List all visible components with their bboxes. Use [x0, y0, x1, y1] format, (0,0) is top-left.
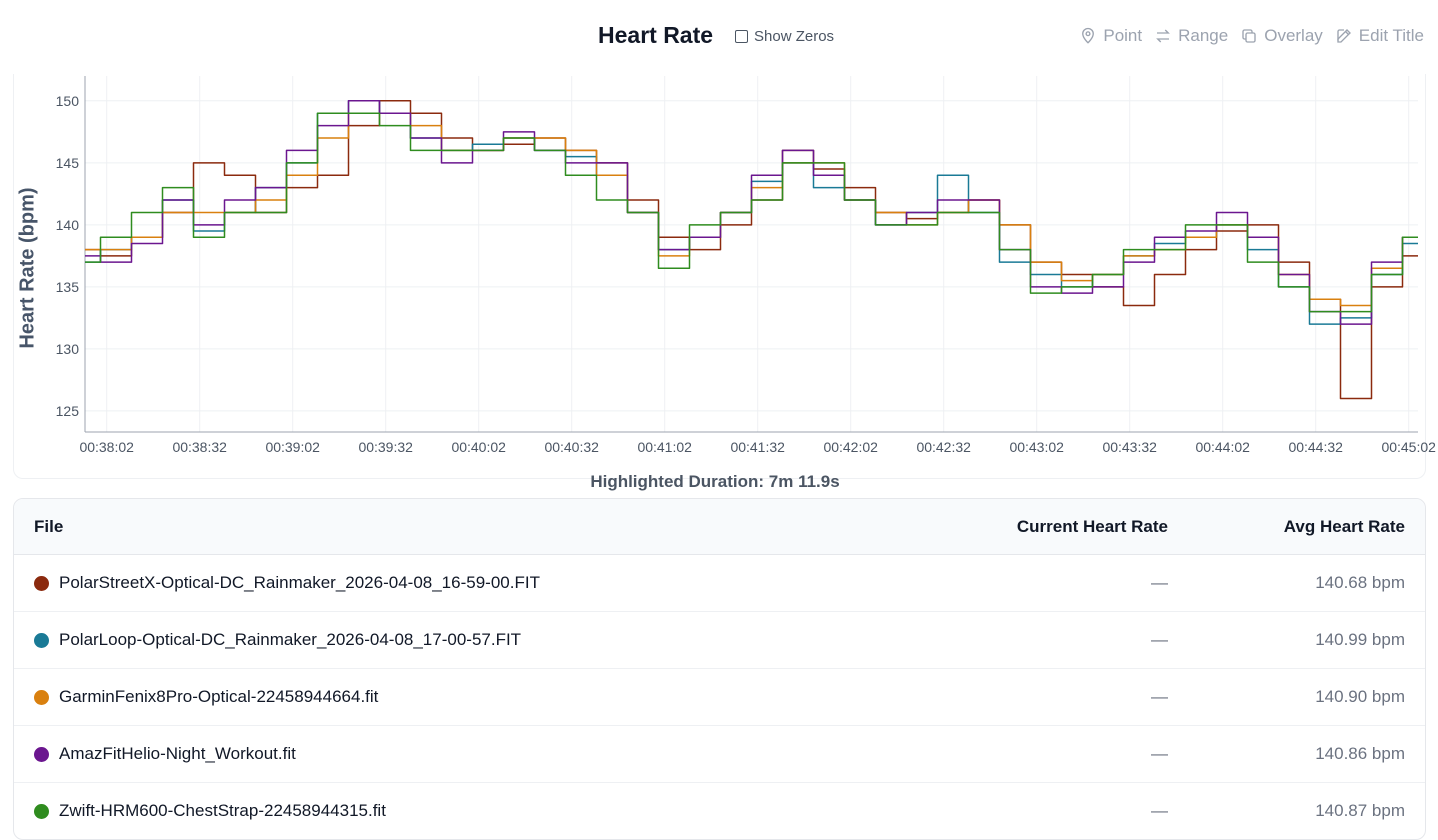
file-name: AmazFitHelio-Night_Workout.fit — [59, 744, 296, 763]
range-button-label: Range — [1178, 26, 1229, 45]
x-tick-label: 00:42:02 — [823, 439, 878, 455]
edit-title-button-label: Edit Title — [1358, 26, 1424, 45]
file-name: PolarStreetX-Optical-DC_Rainmaker_2026-0… — [59, 573, 540, 592]
y-tick-label: 125 — [56, 403, 80, 419]
point-button[interactable]: Point — [1079, 26, 1142, 46]
chart-title: Heart Rate — [598, 22, 714, 48]
x-tick-label: 00:40:32 — [544, 439, 599, 455]
table-row[interactable]: PolarLoop-Optical-DC_Rainmaker_2026-04-0… — [14, 612, 1425, 669]
current-heart-rate: — — [1151, 687, 1168, 706]
file-name: PolarLoop-Optical-DC_Rainmaker_2026-04-0… — [59, 630, 522, 649]
y-tick-label: 150 — [56, 93, 80, 109]
x-tick-label: 00:40:02 — [451, 439, 506, 455]
series-line-4 — [85, 112, 1418, 313]
x-tick-label: 00:38:02 — [79, 439, 134, 455]
y-tick-label: 145 — [56, 155, 80, 171]
highlighted-duration: Highlighted Duration: 7m 11.9s — [590, 472, 840, 491]
series-color-dot — [34, 575, 49, 591]
y-tick-label: 130 — [56, 341, 80, 357]
table-row[interactable]: AmazFitHelio-Night_Workout.fit — 140.86 … — [14, 726, 1425, 783]
avg-heart-rate: 140.99 bpm — [1315, 630, 1405, 649]
chart-card — [13, 74, 1426, 479]
header-avg-heart-rate[interactable]: Avg Heart Rate — [1283, 516, 1405, 536]
table-row[interactable]: GarminFenix8Pro-Optical-22458944664.fit … — [14, 669, 1425, 726]
map-pin-icon — [1082, 27, 1095, 44]
x-tick-label: 00:41:32 — [730, 439, 785, 455]
current-heart-rate: — — [1151, 744, 1168, 763]
series-color-dot — [34, 632, 49, 648]
x-tick-label: 00:41:02 — [637, 439, 692, 455]
copy-icon — [1242, 29, 1256, 43]
x-tick-label: 00:44:32 — [1288, 439, 1343, 455]
series-color-dot — [34, 803, 49, 819]
x-tick-label: 00:39:02 — [265, 439, 320, 455]
x-tick-label: 00:38:32 — [172, 439, 227, 455]
series-line-3 — [85, 100, 1418, 325]
table-row[interactable]: PolarStreetX-Optical-DC_Rainmaker_2026-0… — [14, 555, 1425, 612]
header-file[interactable]: File — [34, 516, 64, 536]
edit-title-button[interactable]: Edit Title — [1335, 26, 1424, 46]
x-tick-label: 00:44:02 — [1195, 439, 1250, 455]
edit-icon — [1337, 29, 1351, 43]
arrows-exchange-icon — [1156, 29, 1170, 43]
avg-heart-rate: 140.87 bpm — [1315, 801, 1405, 820]
header-current-heart-rate[interactable]: Current Heart Rate — [1016, 516, 1168, 536]
overlay-button[interactable]: Overlay — [1240, 26, 1323, 46]
avg-heart-rate: 140.86 bpm — [1315, 744, 1405, 763]
point-button-label: Point — [1103, 26, 1143, 45]
range-button[interactable]: Range — [1154, 26, 1228, 46]
show-zeros-label: Show Zeros — [754, 28, 835, 45]
heart-rate-chart[interactable]: 125 130 135 140 145 150 00:38:02 00:38:32 00:39:… — [0, 0, 1438, 470]
chart-toolbar: Point Range Overlay Edit Title — [1079, 26, 1424, 46]
file-name: Zwift-HRM600-ChestStrap-22458944315.fit — [59, 801, 386, 820]
y-tick-label: 135 — [56, 279, 80, 295]
avg-heart-rate: 140.90 bpm — [1315, 687, 1405, 706]
files-table: File Current Heart Rate Avg Heart Rate P… — [13, 498, 1426, 840]
avg-heart-rate: 140.68 bpm — [1315, 573, 1405, 592]
series-color-dot — [34, 746, 49, 762]
x-tick-label: 00:43:02 — [1009, 439, 1064, 455]
y-axis-label: Heart Rate (bpm) — [16, 187, 39, 349]
series-color-dot — [34, 689, 49, 705]
table-row[interactable]: Zwift-HRM600-ChestStrap-22458944315.fit … — [14, 783, 1425, 839]
y-tick-label: 140 — [56, 217, 80, 233]
show-zeros-checkbox[interactable] — [735, 30, 748, 43]
x-tick-label: 00:45:02 — [1381, 439, 1436, 455]
x-tick-label: 00:42:32 — [916, 439, 971, 455]
file-name: GarminFenix8Pro-Optical-22458944664.fit — [59, 687, 379, 706]
show-zeros-toggle[interactable]: Show Zeros — [735, 28, 834, 45]
current-heart-rate: — — [1151, 801, 1168, 820]
series-line-0 — [85, 100, 1418, 400]
table-header: File Current Heart Rate Avg Heart Rate — [14, 499, 1425, 555]
current-heart-rate: — — [1151, 630, 1168, 649]
x-tick-label: 00:39:32 — [358, 439, 413, 455]
overlay-button-label: Overlay — [1264, 26, 1323, 45]
x-tick-label: 00:43:32 — [1102, 439, 1157, 455]
current-heart-rate: — — [1151, 573, 1168, 592]
